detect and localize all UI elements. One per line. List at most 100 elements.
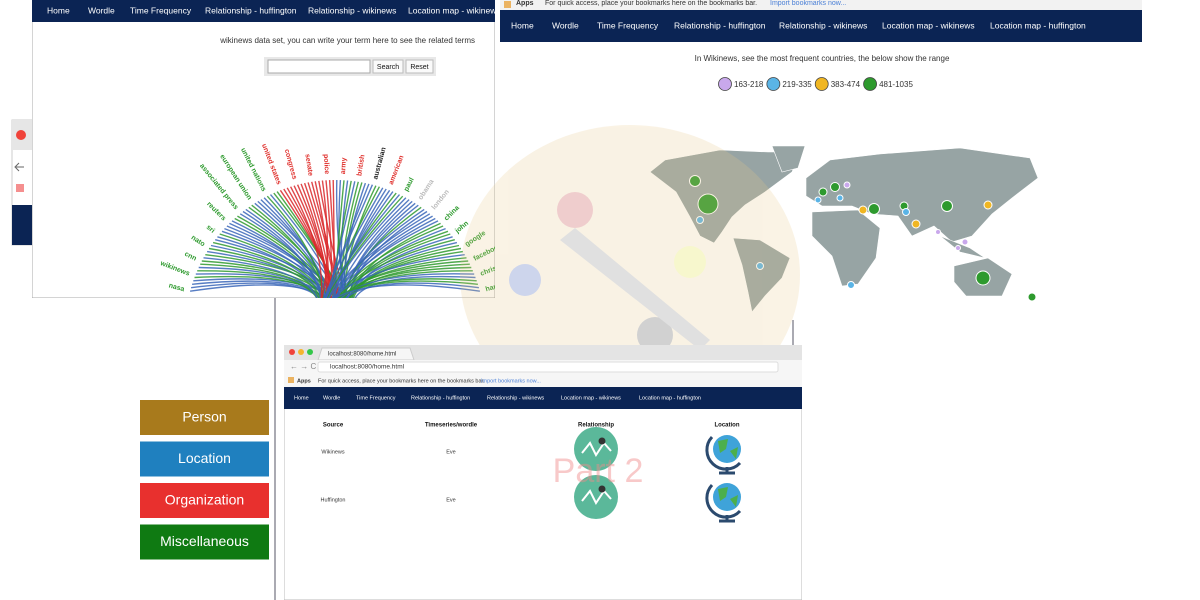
table-header: Source: [323, 423, 344, 429]
address-bar[interactable]: [317, 361, 779, 373]
edge: [341, 217, 436, 298]
term[interactable]: sri: [205, 224, 216, 235]
instruction: wikinews data set, you can write your te…: [219, 36, 475, 45]
entity-swatch: [140, 483, 269, 518]
edge: [327, 197, 407, 298]
nav-item[interactable]: Wordle: [552, 20, 579, 30]
location-icon-stand[interactable]: [705, 483, 742, 523]
relationship-icon-dot: [598, 437, 606, 445]
table-header: Location: [715, 423, 740, 429]
edge: [341, 266, 472, 298]
bookmarks-apps[interactable]: Apps: [516, 0, 534, 7]
nav-item[interactable]: Relationship - huffington: [674, 20, 766, 30]
term[interactable]: hamas: [485, 281, 508, 294]
term[interactable]: nasa: [168, 282, 185, 293]
table-cell: Eve: [446, 449, 455, 455]
address-text[interactable]: localhost:8080/home.html: [330, 364, 405, 371]
nav-item[interactable]: Relationship - wikinews: [308, 5, 396, 15]
edge: [345, 241, 458, 298]
edge: [326, 181, 356, 298]
edge: [269, 194, 340, 298]
edge: [300, 183, 328, 298]
edge: [219, 233, 326, 298]
edge: [323, 184, 374, 298]
nav-item[interactable]: Location map - wikinews: [561, 395, 621, 401]
nav-item[interactable]: Relationship - huffington: [205, 5, 297, 15]
nav-item[interactable]: Time Frequency: [356, 395, 396, 401]
term[interactable]: army: [340, 157, 348, 174]
edge: [212, 241, 324, 298]
caption: In Wikinews, see the most frequent count…: [695, 54, 950, 63]
term[interactable]: british: [356, 154, 366, 176]
edge: [336, 220, 439, 298]
entity-label: Miscellaneous: [160, 533, 249, 549]
nav-item[interactable]: Wordle: [323, 395, 340, 401]
nav-item[interactable]: Location map - wikinews: [882, 20, 975, 30]
nav-item[interactable]: Home: [294, 395, 309, 401]
nav-item[interactable]: Home: [511, 20, 534, 30]
edge: [328, 213, 431, 298]
edge: [334, 284, 481, 298]
edge: [245, 208, 330, 298]
table-cell: Huffington: [321, 497, 346, 503]
search-button-label[interactable]: Search: [377, 64, 399, 71]
tab-title[interactable]: localhost:8080/home.html: [328, 352, 396, 358]
world-map: [649, 145, 1039, 313]
search-input[interactable]: [267, 59, 371, 74]
nav-item[interactable]: Location map - huffington: [990, 20, 1086, 30]
edge: [350, 244, 460, 298]
legend-label: 219-335: [782, 80, 812, 89]
nav-item[interactable]: Location map - wikinews: [408, 5, 501, 15]
table-cell: Eve: [446, 497, 455, 503]
edge: [339, 260, 469, 298]
edge: [321, 180, 328, 298]
nav-item[interactable]: Relationship - wikinews: [779, 20, 867, 30]
edge: [201, 260, 328, 298]
edge: [340, 273, 475, 298]
term[interactable]: police: [322, 154, 330, 175]
relationship-icon[interactable]: [574, 427, 618, 471]
edge: [200, 263, 320, 298]
reset-button[interactable]: [405, 59, 434, 74]
nav-item[interactable]: Relationship - huffington: [411, 395, 470, 401]
edge: [293, 185, 330, 298]
edge: [197, 270, 318, 298]
nav-buttons: ← → C: [290, 362, 316, 371]
edge: [257, 200, 341, 298]
edge: [341, 206, 422, 298]
relationship-icon-dot: [598, 485, 606, 493]
edge: [336, 280, 478, 298]
nav-item[interactable]: Relationship - wikinews: [487, 395, 544, 401]
edge: [260, 199, 331, 298]
nav-item[interactable]: Home: [47, 5, 70, 15]
nav-item[interactable]: Location map - huffington: [639, 395, 701, 401]
nav-item[interactable]: Time Frequency: [597, 20, 659, 30]
legend-swatch: [814, 77, 829, 91]
edge: [332, 179, 335, 298]
nav-bar: [32, 0, 495, 22]
map-points: [689, 175, 1037, 302]
legend-swatch: [766, 77, 781, 91]
nav-bar: [284, 387, 802, 409]
bookmarks-message: For quick access, place your bookmarks h…: [545, 0, 757, 7]
nav-item[interactable]: Wordle: [88, 5, 115, 15]
overlay-text: Part 2: [553, 452, 644, 490]
legend-swatch: [718, 77, 732, 91]
bookmarks-apps[interactable]: Apps: [297, 378, 311, 384]
bookmarks-import-link[interactable]: Import bookmarks now...: [481, 378, 541, 384]
reset-button-label[interactable]: Reset: [410, 64, 428, 71]
relationship-icon[interactable]: [574, 475, 618, 519]
edge: [340, 230, 449, 298]
nav-bar: [500, 10, 1142, 42]
entity-label: Organization: [165, 492, 244, 508]
term[interactable]: senate: [303, 153, 313, 176]
nav-item[interactable]: Time Frequency: [130, 5, 192, 15]
table-header: Timeseries/wordle: [425, 423, 478, 429]
edge: [289, 186, 323, 298]
edge: [324, 194, 401, 298]
search-button[interactable]: [372, 59, 404, 74]
term[interactable]: cnn: [183, 251, 197, 263]
bookmarks-import-link[interactable]: Import bookmarks now...: [770, 0, 846, 7]
location-icon-stand[interactable]: [705, 435, 742, 475]
edge: [242, 210, 322, 298]
